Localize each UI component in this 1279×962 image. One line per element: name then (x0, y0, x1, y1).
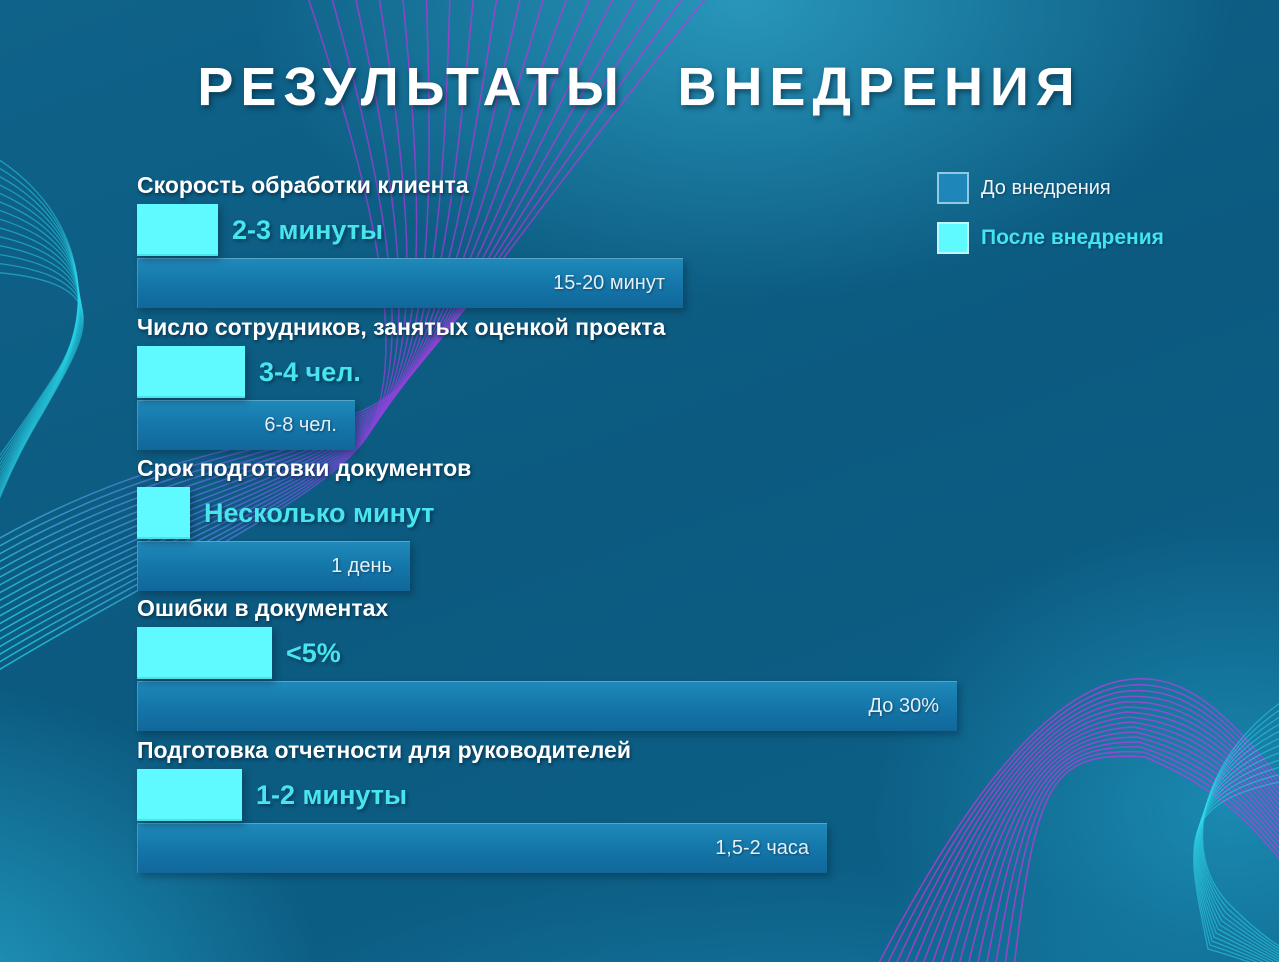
after-value: 2-3 минуты (232, 214, 384, 245)
metric-group: Скорость обработки клиента 2-3 минуты 15… (137, 172, 1137, 308)
after-bar (137, 204, 218, 256)
before-bar: 6-8 чел. (137, 400, 355, 450)
metric-title: Срок подготовки документов (137, 455, 472, 481)
legend-label-before: До внедрения (981, 176, 1111, 199)
legend-swatch-after (937, 222, 969, 254)
legend-label-after: После внедрения (981, 226, 1164, 249)
after-row: <5% (137, 627, 1137, 679)
metric-group: Подготовка отчетности для руководителей … (137, 737, 1137, 873)
after-bar (137, 769, 242, 821)
before-bar: 1 день (137, 541, 410, 591)
metric-group: Число сотрудников, занятых оценкой проек… (137, 314, 1137, 450)
after-value: 1-2 минуты (256, 779, 408, 810)
before-bar: 15-20 минут (137, 258, 683, 308)
after-row: 2-3 минуты (137, 204, 1137, 256)
after-value: Несколько минут (204, 497, 435, 528)
after-value: <5% (286, 637, 341, 668)
metric-title: Подготовка отчетности для руководителей (137, 737, 631, 763)
legend-swatch-before (937, 172, 969, 204)
before-bar: До 30% (137, 681, 957, 731)
legend-item-after: После внедрения (937, 222, 1164, 254)
metric-group: Ошибки в документах <5% До 30% (137, 595, 1137, 731)
after-value: 3-4 чел. (259, 356, 361, 387)
after-bar (137, 487, 190, 539)
before-value: 6-8 чел. (264, 414, 337, 436)
metric-title: Скорость обработки клиента (137, 172, 469, 198)
legend-item-before: До внедрения (937, 172, 1164, 204)
chart-legend: До внедрения После внедрения (937, 172, 1164, 273)
after-row: 3-4 чел. (137, 346, 1137, 398)
after-bar (137, 627, 272, 679)
before-value: До 30% (868, 695, 939, 717)
page-title: РЕЗУЛЬТАТЫ ВНЕДРЕНИЯ (197, 57, 1082, 117)
metric-group: Срок подготовки документов Несколько мин… (137, 455, 1137, 591)
before-bar: 1,5-2 часа (137, 823, 827, 873)
before-value: 15-20 минут (553, 272, 665, 294)
metric-title: Число сотрудников, занятых оценкой проек… (137, 314, 666, 340)
after-bar (137, 346, 245, 398)
after-row: 1-2 минуты (137, 769, 1137, 821)
metric-title: Ошибки в документах (137, 595, 389, 621)
after-row: Несколько минут (137, 487, 1137, 539)
before-value: 1 день (331, 555, 392, 577)
before-value: 1,5-2 часа (715, 837, 809, 859)
